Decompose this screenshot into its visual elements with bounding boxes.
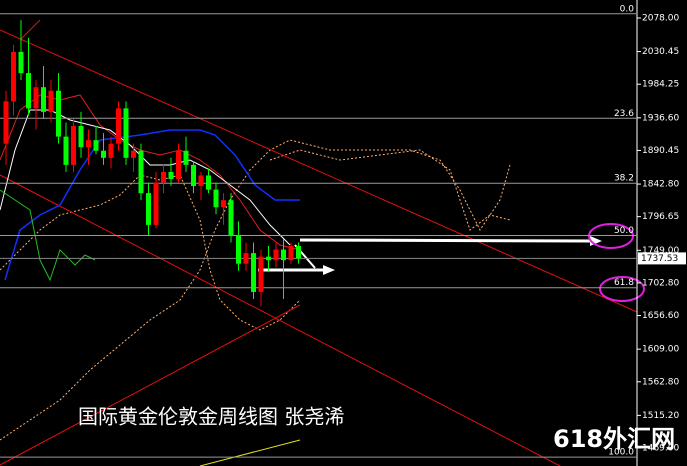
candle-body: [251, 253, 256, 292]
cloud-edge: [269, 149, 511, 231]
y-tick-label: 1936.60: [642, 113, 679, 123]
candle-body: [146, 193, 151, 225]
y-tick-label: 2030.45: [642, 47, 679, 57]
ma-line: [4, 129, 300, 281]
price-tag-bg: [638, 252, 686, 265]
candle-body: [63, 136, 69, 165]
candle-body: [213, 189, 219, 208]
cloud-edge: [0, 174, 301, 331]
candle-body: [108, 143, 114, 158]
chart-title: 国际黄金伦敦金周线图 张尧浠: [78, 405, 344, 429]
candle-body: [273, 249, 279, 261]
indicator-line: [199, 439, 301, 466]
candle-body: [93, 140, 99, 151]
candle-body: [176, 150, 181, 179]
watermark: 618外汇网: [553, 425, 675, 453]
candle-body: [198, 175, 204, 187]
candle-body: [41, 87, 46, 112]
arrow: [299, 238, 593, 243]
level-label: 23.6: [614, 109, 634, 119]
candle-body: [288, 246, 294, 261]
candle-body: [168, 171, 174, 179]
candle-body: [71, 126, 76, 165]
candle-body: [243, 253, 249, 264]
candle-body: [258, 256, 264, 292]
candle-body: [3, 101, 9, 144]
y-tick-label: 1562.80: [642, 377, 679, 387]
y-tick-label: 1842.80: [642, 180, 679, 190]
candle-body: [153, 182, 159, 225]
channel-line: [19, 19, 41, 41]
candle-body: [228, 200, 234, 236]
candle-body: [86, 140, 91, 148]
candle-body: [206, 175, 211, 190]
candle-body: [296, 246, 301, 259]
level-label: 100.0: [608, 448, 634, 458]
y-tick-label: 1749.00: [642, 246, 679, 256]
arrow-head: [323, 265, 335, 275]
candle-body: [236, 235, 241, 264]
candle-body: [56, 90, 61, 137]
highlight-ellipse: [588, 223, 634, 249]
candle-body: [123, 108, 129, 158]
channel-line: [0, 29, 638, 313]
candle-body: [183, 150, 189, 165]
highlight-ellipse: [599, 276, 645, 302]
candle-body: [48, 90, 54, 112]
candle-body: [26, 73, 31, 109]
price-tag: 1737.53: [641, 254, 678, 264]
candle-body: [101, 150, 106, 158]
channel-line: [0, 174, 561, 466]
candle-body: [11, 51, 16, 102]
y-tick-label: 1796.65: [642, 212, 679, 222]
y-tick-label: 1609.00: [642, 345, 679, 355]
candle-body: [33, 87, 39, 109]
candle-body: [18, 51, 24, 74]
y-tick-label: 2078.00: [642, 14, 679, 24]
candle-body: [221, 200, 226, 208]
candle-body: [281, 249, 286, 261]
level-label: 38.2: [614, 174, 634, 184]
y-tick-label: 1890.45: [642, 146, 679, 156]
y-tick-label: 1702.80: [642, 278, 679, 288]
candle-body: [138, 150, 144, 194]
y-tick-label: 1656.60: [642, 311, 679, 321]
y-tick-label: 1469.00: [642, 443, 679, 453]
candle-body: [266, 256, 271, 261]
candle-body: [78, 126, 84, 148]
level-label: 50.0: [614, 226, 634, 236]
indicators: [0, 19, 645, 466]
y-tick-label: 1984.25: [642, 80, 679, 90]
candle-body: [131, 150, 136, 158]
candle-body: [191, 164, 196, 187]
level-label: 61.8: [614, 278, 634, 288]
y-tick-label: 1515.20: [642, 411, 679, 421]
level-label: 0.0: [620, 4, 635, 14]
support-line: [0, 304, 301, 466]
candle-body: [161, 171, 166, 183]
candle-body: [116, 108, 121, 144]
